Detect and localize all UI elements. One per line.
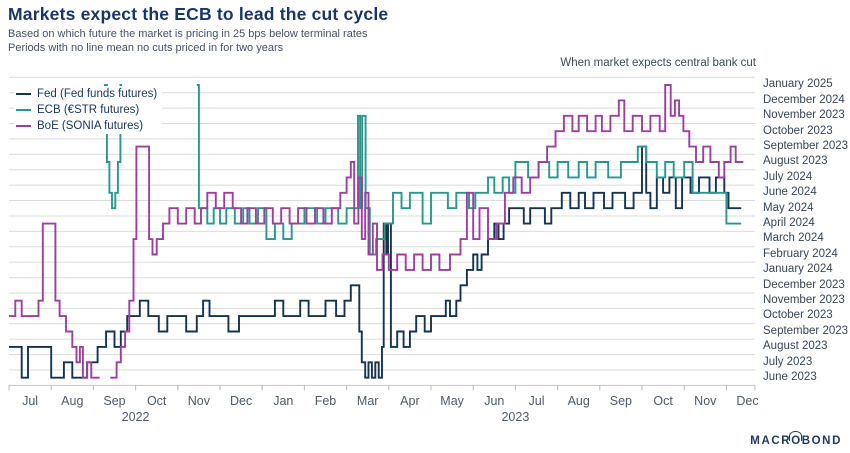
legend-label-fed: Fed (Fed funds futures) [37, 88, 158, 100]
y-category-label: January 2025 [763, 78, 833, 91]
legend-item-ecb: ECB (€STR futures) [14, 102, 163, 118]
right-axis-title: When market expects central bank cut [560, 57, 756, 69]
x-month-label: Jul [528, 394, 545, 408]
x-month-label: Nov [694, 394, 717, 408]
y-category-label: January 2024 [763, 263, 833, 276]
legend: Fed (Fed funds futures) ECB (€STR future… [14, 86, 163, 134]
y-category-label: July 2024 [763, 170, 813, 183]
x-month-label: Aug [61, 394, 84, 408]
y-category-label: July 2023 [763, 355, 813, 368]
x-month-label: Jun [484, 394, 505, 408]
x-month-label: Sep [609, 394, 633, 408]
macrobond-logo: MACROBOND [750, 431, 842, 447]
ecb-line-swatch [16, 108, 31, 112]
x-month-label: Jul [22, 394, 39, 408]
x-month-label: May [440, 394, 464, 408]
y-category-label: October 2023 [763, 124, 833, 137]
y-category-label: April 2024 [763, 216, 815, 229]
x-month-label: Oct [653, 394, 673, 408]
x-year-label: 2023 [501, 410, 530, 424]
x-month-label: Sep [103, 394, 126, 408]
x-month-label: Mar [356, 394, 379, 408]
chart-title: Markets expect the ECB to lead the cut c… [8, 4, 389, 24]
series-path-ecb [196, 84, 742, 256]
y-category-label: December 2024 [763, 93, 845, 106]
series-path-boe [9, 222, 100, 379]
legend-item-fed: Fed (Fed funds futures) [14, 86, 163, 102]
boe-line-swatch [16, 124, 31, 128]
y-category-label: September 2023 [763, 324, 849, 337]
legend-label-ecb: ECB (€STR futures) [37, 104, 140, 116]
logo-text-post: BOND [801, 435, 842, 447]
series-path-boe [110, 84, 744, 379]
x-month-label: Apr [400, 394, 420, 408]
x-month-label: Feb [314, 394, 337, 408]
y-category-label: June 2024 [763, 186, 817, 199]
y-category-label: August 2023 [763, 340, 828, 353]
logo-text-pre: MACR [750, 435, 792, 447]
x-month-label: Dec [229, 394, 253, 408]
fed-line-swatch [16, 92, 31, 96]
x-year-label: 2022 [121, 410, 150, 424]
y-category-label: March 2024 [763, 232, 824, 245]
x-month-label: Jan [273, 394, 294, 408]
x-month-label: Dec [736, 394, 759, 408]
y-category-label: November 2023 [763, 293, 845, 306]
x-month-label: Oct [146, 394, 167, 408]
y-category-label: May 2024 [763, 201, 814, 214]
y-category-label: June 2023 [763, 370, 817, 383]
legend-item-boe: BoE (SONIA futures) [14, 118, 163, 134]
chart-subtitle-line-1: Based on which future the market is pric… [8, 28, 368, 40]
y-category-label: August 2023 [763, 155, 828, 168]
y-category-label: February 2024 [763, 247, 838, 260]
x-month-label: Aug [567, 394, 590, 408]
y-category-label: December 2023 [763, 278, 845, 291]
chart-subtitle-line-2: Periods with no line mean no cuts priced… [8, 42, 284, 54]
x-month-label: Nov [187, 394, 210, 408]
logo-o-arc: O [789, 431, 802, 447]
y-category-label: September 2023 [763, 139, 849, 152]
legend-label-boe: BoE (SONIA futures) [37, 120, 144, 132]
series-path-fed [9, 145, 742, 379]
y-category-label: October 2023 [763, 309, 833, 322]
series-path-ecb [104, 84, 123, 210]
y-category-label: November 2023 [763, 109, 845, 122]
